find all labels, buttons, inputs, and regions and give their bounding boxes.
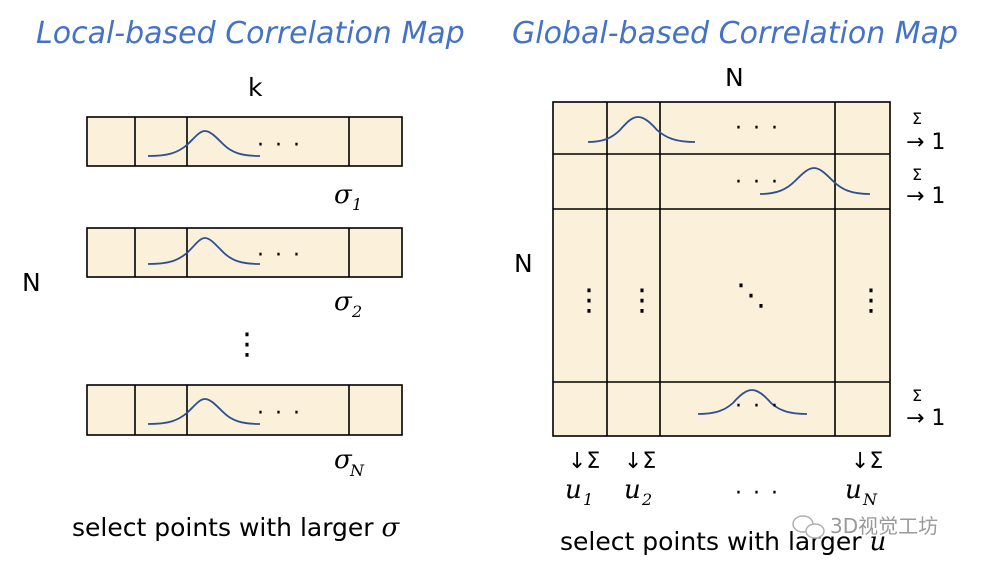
vertical-dots-coln: ⋮ <box>856 283 886 318</box>
svg-text:Σ: Σ <box>912 386 922 405</box>
row-dots: · · · <box>257 401 302 426</box>
svg-text:σ: σ <box>334 180 353 210</box>
svg-text:Σ: Σ <box>912 109 922 128</box>
row-sum-1: Σ → 1 <box>906 109 945 155</box>
watermark: 3D视觉工坊 <box>792 514 938 539</box>
local-row-2: · · · <box>86 227 403 278</box>
col-sum-1: ↓Σ <box>568 449 600 474</box>
gaussian-curve <box>147 130 261 157</box>
left-caption: select points with larger σ <box>72 513 401 543</box>
local-row-n: · · · <box>86 384 403 436</box>
gaussian-curve <box>147 237 261 265</box>
cell-dots: · · · <box>735 170 780 195</box>
n-label-top: N <box>725 63 744 92</box>
svg-text:σ: σ <box>334 287 353 317</box>
sigma-2-label: σ 2 <box>334 287 362 321</box>
svg-text:u: u <box>624 475 641 505</box>
vertical-dots-col2: ⋮ <box>627 283 657 318</box>
row-dots: · · · <box>257 243 302 268</box>
k-label: k <box>248 73 263 102</box>
row-sum-n: Σ → 1 <box>906 386 945 431</box>
svg-text:u: u <box>565 475 582 505</box>
diagonal-dots: ⋱ <box>736 278 766 313</box>
vertical-dots-left: ⋮ <box>232 327 262 362</box>
svg-text:u: u <box>845 475 862 505</box>
svg-text:σ: σ <box>334 445 353 475</box>
local-row-1: · · · <box>86 116 403 167</box>
gaussian-curve <box>587 116 696 143</box>
row-dots: · · · <box>257 133 302 158</box>
bottom-dots: · · · <box>735 481 780 506</box>
svg-text:1: 1 <box>583 490 593 509</box>
svg-text:→ 1: → 1 <box>906 130 945 155</box>
wechat-icon <box>792 515 825 539</box>
svg-text:3D视觉工坊: 3D视觉工坊 <box>830 514 938 538</box>
global-map-title: Global-based Correlation Map <box>512 16 958 51</box>
sigma-1-label: σ 1 <box>334 180 362 214</box>
row-sum-2: Σ → 1 <box>906 165 945 209</box>
col-sum-n: ↓Σ <box>851 449 883 474</box>
svg-text:→ 1: → 1 <box>906 184 945 209</box>
svg-text:→ 1: → 1 <box>906 406 945 431</box>
svg-text:2: 2 <box>641 490 652 509</box>
col-sum-2: ↓Σ <box>624 449 656 474</box>
cell-dots: · · · <box>735 116 780 141</box>
svg-text:N: N <box>349 461 365 480</box>
global-matrix: · · · · · · · · · ⋱ ⋮ ⋮ ⋮ <box>552 101 891 437</box>
svg-text:select points with larger σ: select points with larger σ <box>72 513 401 543</box>
local-map-title: Local-based Correlation Map <box>36 16 465 51</box>
svg-text:2: 2 <box>351 302 362 321</box>
sigma-n-label: σ N <box>334 445 365 480</box>
u-n-label: u N <box>845 475 878 509</box>
svg-text:N: N <box>862 490 878 509</box>
gaussian-curve <box>759 167 871 195</box>
n-label-side: N <box>514 249 533 278</box>
cell-dots: · · · <box>735 394 780 419</box>
svg-text:Σ: Σ <box>912 165 922 184</box>
u-2-label: u 2 <box>624 475 652 509</box>
gaussian-curve <box>147 398 261 425</box>
n-label-left: N <box>22 268 41 297</box>
u-1-label: u 1 <box>565 475 593 509</box>
gaussian-curve <box>697 389 808 415</box>
vertical-dots-col1: ⋮ <box>574 283 604 318</box>
svg-text:1: 1 <box>352 195 362 214</box>
